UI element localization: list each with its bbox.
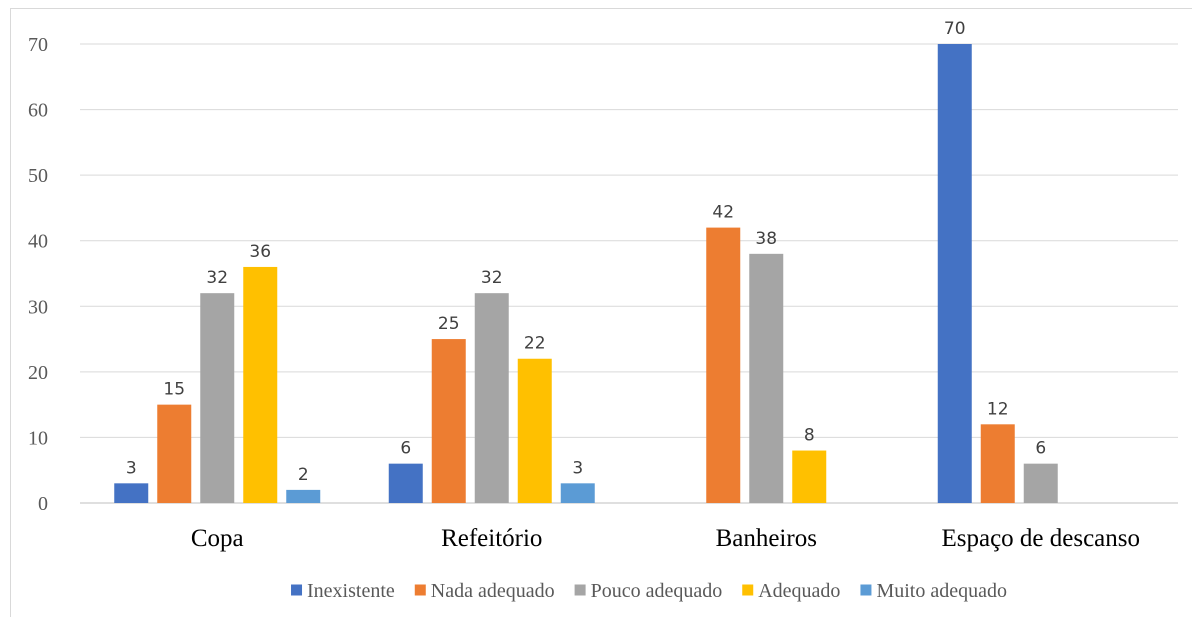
- bar-inexistente: [388, 463, 423, 503]
- data-label: 38: [755, 229, 777, 249]
- data-label: 42: [712, 203, 734, 223]
- y-axis-ticks: 0 10 20 30 40 50 60 70: [28, 34, 48, 515]
- chart-frame: [10, 8, 1192, 617]
- data-label: 6: [400, 439, 411, 459]
- y-tick-label: 30: [28, 296, 48, 318]
- category-label: Espaço de descanso: [941, 525, 1140, 552]
- legend-swatch: [414, 584, 426, 596]
- bar-pouco-adequado: [749, 253, 784, 503]
- bar-nada-adequado: [980, 424, 1015, 503]
- bars: [114, 44, 1058, 503]
- legend-item: Inexistente: [291, 580, 395, 602]
- data-label: 3: [126, 458, 137, 478]
- bar-nada-adequado: [706, 227, 741, 503]
- data-label: 6: [1035, 439, 1046, 459]
- y-tick-label: 50: [28, 165, 48, 187]
- category-label: Refeitório: [441, 525, 542, 552]
- y-tick-label: 40: [28, 231, 48, 253]
- legend-label: Inexistente: [307, 580, 395, 602]
- bar-pouco-adequado: [200, 293, 235, 503]
- legend-item: Nada adequado: [414, 580, 555, 602]
- data-label: 15: [163, 380, 185, 400]
- bar-adequado: [517, 358, 552, 503]
- bar-adequado: [792, 450, 827, 503]
- legend-item: Pouco adequado: [574, 580, 723, 602]
- data-label: 3: [572, 458, 583, 478]
- category-label: Banheiros: [716, 525, 817, 552]
- legend-item: Adequado: [742, 580, 840, 602]
- legend-item: Muito adequado: [860, 580, 1007, 602]
- legend-swatch: [742, 584, 754, 596]
- legend-swatch: [574, 584, 586, 596]
- bar-inexistente: [114, 483, 149, 503]
- data-label: 32: [206, 268, 228, 288]
- gridlines: [80, 43, 1178, 504]
- y-tick-label: 70: [28, 34, 48, 56]
- data-label: 2: [298, 465, 309, 485]
- legend-swatch: [860, 584, 872, 596]
- bar-muito-adequado: [560, 483, 595, 503]
- bar-nada-adequado: [431, 339, 466, 503]
- bar-adequado: [243, 266, 278, 503]
- legend-label: Nada adequado: [431, 580, 555, 602]
- data-label: 22: [524, 334, 546, 354]
- category-label: Copa: [191, 525, 244, 552]
- bar-muito-adequado: [286, 489, 321, 503]
- bar-pouco-adequado: [474, 293, 509, 503]
- legend-label: Pouco adequado: [591, 580, 723, 602]
- legend-swatch: [291, 584, 303, 596]
- y-tick-label: 20: [28, 362, 48, 384]
- legend: Inexistente Nada adequado Pouco adequado Ad…: [291, 580, 1007, 602]
- data-labels: 3 15 32 36 2 6 25 32 22 3 42 38 8 70 12 6: [126, 19, 1046, 485]
- legend-label: Muito adequado: [876, 580, 1007, 602]
- data-label: 70: [944, 19, 966, 39]
- x-axis-categories: Copa Refeitório Banheiros Espaço de descans…: [191, 525, 1140, 552]
- y-tick-label: 60: [28, 100, 48, 122]
- bar-nada-adequado: [157, 404, 192, 503]
- data-label: 32: [481, 268, 503, 288]
- bar-inexistente: [937, 44, 972, 503]
- data-label: 8: [804, 426, 815, 446]
- y-tick-label: 0: [38, 493, 48, 515]
- bar-pouco-adequado: [1023, 463, 1058, 503]
- data-label: 36: [249, 242, 271, 262]
- legend-label: Adequado: [758, 580, 840, 602]
- data-label: 25: [438, 314, 460, 334]
- y-tick-label: 10: [28, 427, 48, 449]
- data-label: 12: [987, 399, 1009, 419]
